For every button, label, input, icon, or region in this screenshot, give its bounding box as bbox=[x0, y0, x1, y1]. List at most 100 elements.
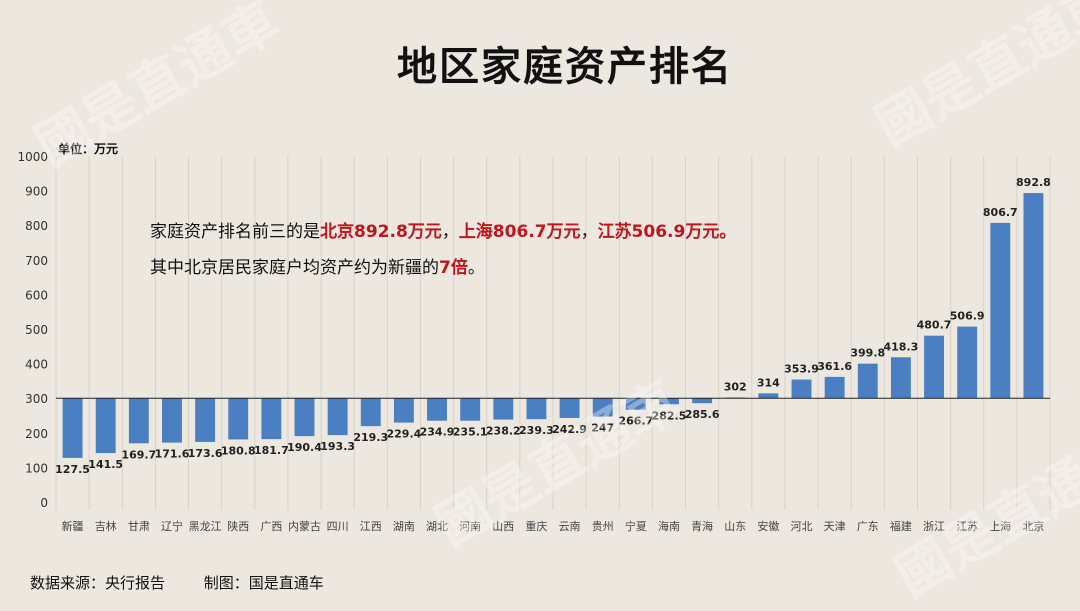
y-tick-label: 600 bbox=[25, 288, 48, 302]
data-label: 229.4 bbox=[387, 428, 422, 441]
data-label: 302 bbox=[724, 381, 747, 394]
highlight-shanghai: 上海806.7万元 bbox=[458, 222, 581, 242]
maker-label: 制图：国是直通车 bbox=[203, 574, 324, 592]
x-tick-label: 上海 bbox=[989, 519, 1011, 533]
bar bbox=[195, 398, 216, 442]
x-tick-label: 湖南 bbox=[393, 520, 415, 533]
bar bbox=[493, 398, 514, 420]
bar bbox=[990, 222, 1011, 399]
y-tick-label: 500 bbox=[25, 323, 48, 337]
x-tick-label: 广东 bbox=[857, 520, 879, 533]
x-tick-label: 甘肃 bbox=[128, 520, 150, 533]
data-label: 190.4 bbox=[287, 441, 322, 454]
annotation-end: 。 bbox=[467, 258, 485, 278]
x-tick-label: 黑龙江 bbox=[189, 520, 222, 533]
annotation-text: 家庭资产排名前三的是 bbox=[150, 222, 320, 242]
data-label: 235.1 bbox=[453, 426, 488, 439]
bar bbox=[924, 335, 944, 399]
bar bbox=[95, 398, 116, 454]
bar bbox=[526, 398, 547, 420]
y-tick-label: 700 bbox=[25, 254, 48, 268]
x-tick-label: 云南 bbox=[559, 520, 581, 533]
bar bbox=[62, 398, 83, 458]
x-tick-label: 山东 bbox=[724, 520, 746, 533]
bar bbox=[559, 398, 580, 418]
data-label: 266.7 bbox=[618, 415, 653, 428]
data-label: 238.2 bbox=[486, 425, 521, 438]
y-tick-label: 800 bbox=[25, 219, 48, 233]
data-label: 892.8 bbox=[1016, 176, 1051, 189]
data-label: 480.7 bbox=[917, 319, 952, 332]
y-tick-label: 1000 bbox=[17, 150, 48, 164]
footer: 数据来源：央行报告 制图：国是直通车 bbox=[30, 572, 358, 593]
bar bbox=[460, 398, 481, 421]
data-label: 418.3 bbox=[884, 340, 919, 353]
y-tick-label: 300 bbox=[25, 392, 48, 406]
unit-label: 单位：万元 bbox=[58, 142, 119, 156]
page-title: 地区家庭资产排名 bbox=[397, 44, 733, 90]
data-label: 353.9 bbox=[784, 363, 819, 376]
bar bbox=[294, 398, 315, 437]
data-label: 173.6 bbox=[188, 447, 223, 460]
data-label: 285.6 bbox=[685, 408, 720, 421]
data-label: 219.3 bbox=[353, 431, 388, 444]
data-label: 127.5 bbox=[55, 463, 90, 476]
y-tick-label: 400 bbox=[25, 358, 48, 372]
x-tick-label: 海南 bbox=[658, 519, 680, 533]
x-tick-label: 四川 bbox=[327, 520, 349, 533]
bar bbox=[957, 326, 978, 399]
x-tick-label: 河北 bbox=[791, 520, 813, 533]
data-label: 361.6 bbox=[817, 360, 852, 373]
x-tick-label: 吉林 bbox=[95, 519, 117, 533]
data-label: 506.9 bbox=[950, 310, 985, 323]
annotation-text: 其中北京居民家庭户均资产约为新疆的 bbox=[150, 258, 439, 278]
bar bbox=[824, 376, 845, 399]
highlight-beijing: 北京892.8万元 bbox=[320, 222, 442, 242]
x-tick-label: 湖北 bbox=[426, 520, 448, 533]
data-label: 399.8 bbox=[850, 347, 885, 360]
bar bbox=[1023, 193, 1044, 399]
bar bbox=[360, 398, 381, 427]
bar bbox=[393, 398, 414, 423]
x-tick-label: 贵州 bbox=[592, 520, 614, 533]
x-tick-label: 山西 bbox=[492, 520, 514, 533]
highlight-ratio: 7倍 bbox=[439, 258, 468, 278]
data-label: 247 bbox=[591, 422, 614, 435]
bar bbox=[625, 398, 646, 410]
x-tick-label: 陕西 bbox=[227, 519, 249, 533]
x-tick-label: 宁夏 bbox=[625, 519, 647, 533]
bar bbox=[890, 357, 911, 399]
annotation-line-1: 家庭资产排名前三的是北京892.8万元，上海806.7万元，江苏506.9万元。 bbox=[150, 217, 790, 242]
data-label: 282.5 bbox=[652, 409, 687, 422]
x-tick-label: 内蒙古 bbox=[288, 519, 321, 533]
x-tick-label: 江苏 bbox=[956, 520, 978, 533]
data-label: 242.9 bbox=[552, 423, 587, 436]
bar bbox=[128, 398, 149, 444]
x-tick-label: 河南 bbox=[459, 520, 481, 533]
data-label: 234.9 bbox=[420, 426, 455, 439]
x-tick-label: 辽宁 bbox=[161, 519, 183, 533]
x-tick-label: 安徽 bbox=[757, 519, 779, 533]
separator: ， bbox=[441, 222, 459, 242]
bar bbox=[692, 398, 713, 404]
x-tick-label: 江西 bbox=[360, 520, 382, 533]
x-tick-label: 北京 bbox=[1022, 519, 1044, 533]
bar bbox=[857, 363, 878, 399]
separator: ， bbox=[580, 222, 598, 242]
annotation-line-2: 其中北京居民家庭户均资产约为新疆的7倍。 bbox=[150, 253, 790, 278]
bar bbox=[791, 379, 812, 399]
bar bbox=[327, 398, 348, 436]
bar bbox=[659, 398, 679, 405]
x-tick-label: 天津 bbox=[824, 520, 846, 533]
data-label: 141.5 bbox=[88, 458, 123, 471]
data-label: 314 bbox=[757, 376, 780, 389]
x-tick-label: 浙江 bbox=[923, 520, 945, 533]
x-tick-label: 重庆 bbox=[525, 519, 547, 533]
data-label: 180.8 bbox=[221, 444, 256, 457]
y-tick-label: 0 bbox=[40, 496, 48, 510]
data-label: 806.7 bbox=[983, 206, 1018, 219]
y-tick-label: 100 bbox=[25, 461, 48, 475]
bar bbox=[261, 398, 282, 440]
bar bbox=[228, 398, 249, 440]
